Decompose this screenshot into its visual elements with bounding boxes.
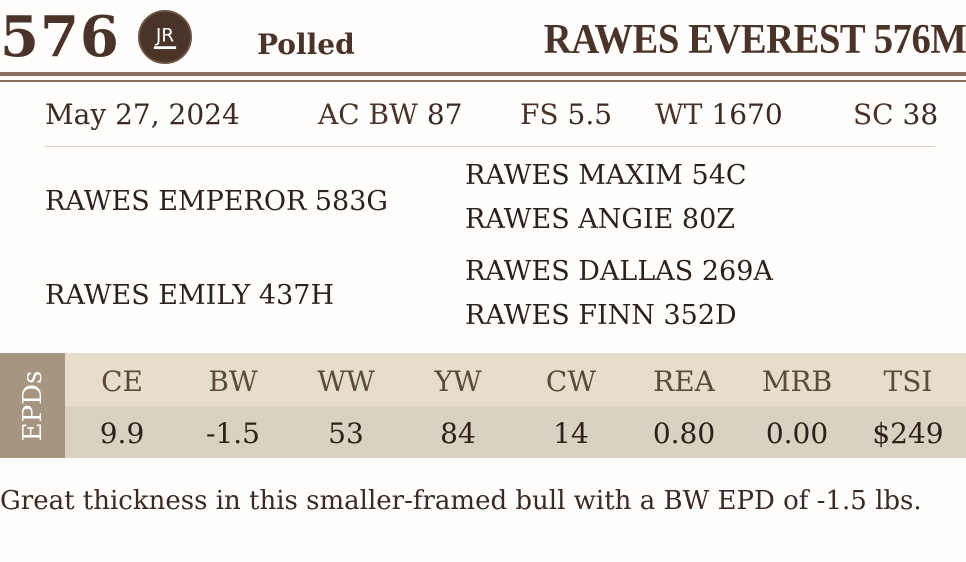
epd-header-row: CE BW WW YW CW REA MRB TSI [65, 353, 966, 406]
epd-value-bw: -1.5 [206, 417, 260, 450]
epd-header-rea: REA [653, 365, 715, 398]
epd-value-mrb: 0.00 [765, 417, 829, 450]
epd-side-label: EPDs [0, 353, 65, 458]
epd-header-bw: BW [208, 365, 258, 398]
divider [45, 146, 935, 147]
pedigree-sire-sire: RAWES MAXIM 54C [465, 160, 747, 191]
epd-value-cw: 14 [553, 417, 589, 450]
lot-number: 576 [0, 4, 120, 70]
epd-header-ce: CE [101, 365, 143, 398]
epd-value-row: 9.9 -1.5 53 84 14 0.80 0.00 $249 [65, 406, 966, 458]
ranch-logo-icon: JR [138, 10, 192, 64]
animal-name: RAWES EVEREST 576M [543, 17, 966, 63]
epd-header-yw: YW [434, 365, 482, 398]
header-rule [0, 72, 966, 76]
epd-header-ww: WW [317, 365, 375, 398]
header-rule-thin [0, 80, 966, 82]
epd-header-cw: CW [545, 365, 597, 398]
horn-status: Polled [257, 28, 355, 61]
epd-value-tsi: $249 [872, 417, 944, 450]
pedigree-sire: RAWES EMPEROR 583G [45, 186, 388, 217]
pedigree-dam: RAWES EMILY 437H [45, 280, 334, 311]
stat-wt: WT 1670 [655, 98, 783, 131]
lot-note: Great thickness in this smaller-framed b… [0, 486, 922, 516]
pedigree-sire-dam: RAWES ANGIE 80Z [465, 204, 736, 235]
stat-ac-bw: AC BW 87 [318, 98, 463, 131]
epd-value-rea: 0.80 [652, 417, 716, 450]
epd-value-yw: 84 [440, 417, 476, 450]
epd-value-ww: 53 [328, 417, 364, 450]
birth-date: May 27, 2024 [45, 98, 240, 131]
epd-header-tsi: TSI [883, 365, 933, 398]
pedigree-dam-sire: RAWES DALLAS 269A [465, 256, 773, 287]
epd-value-ce: 9.9 [99, 417, 145, 450]
stat-sc: SC 38 [853, 98, 939, 131]
stat-fs: FS 5.5 [520, 98, 613, 131]
pedigree-dam-dam: RAWES FINN 352D [465, 300, 737, 331]
svg-text:JR: JR [155, 26, 174, 47]
epd-header-mrb: MRB [761, 365, 833, 398]
